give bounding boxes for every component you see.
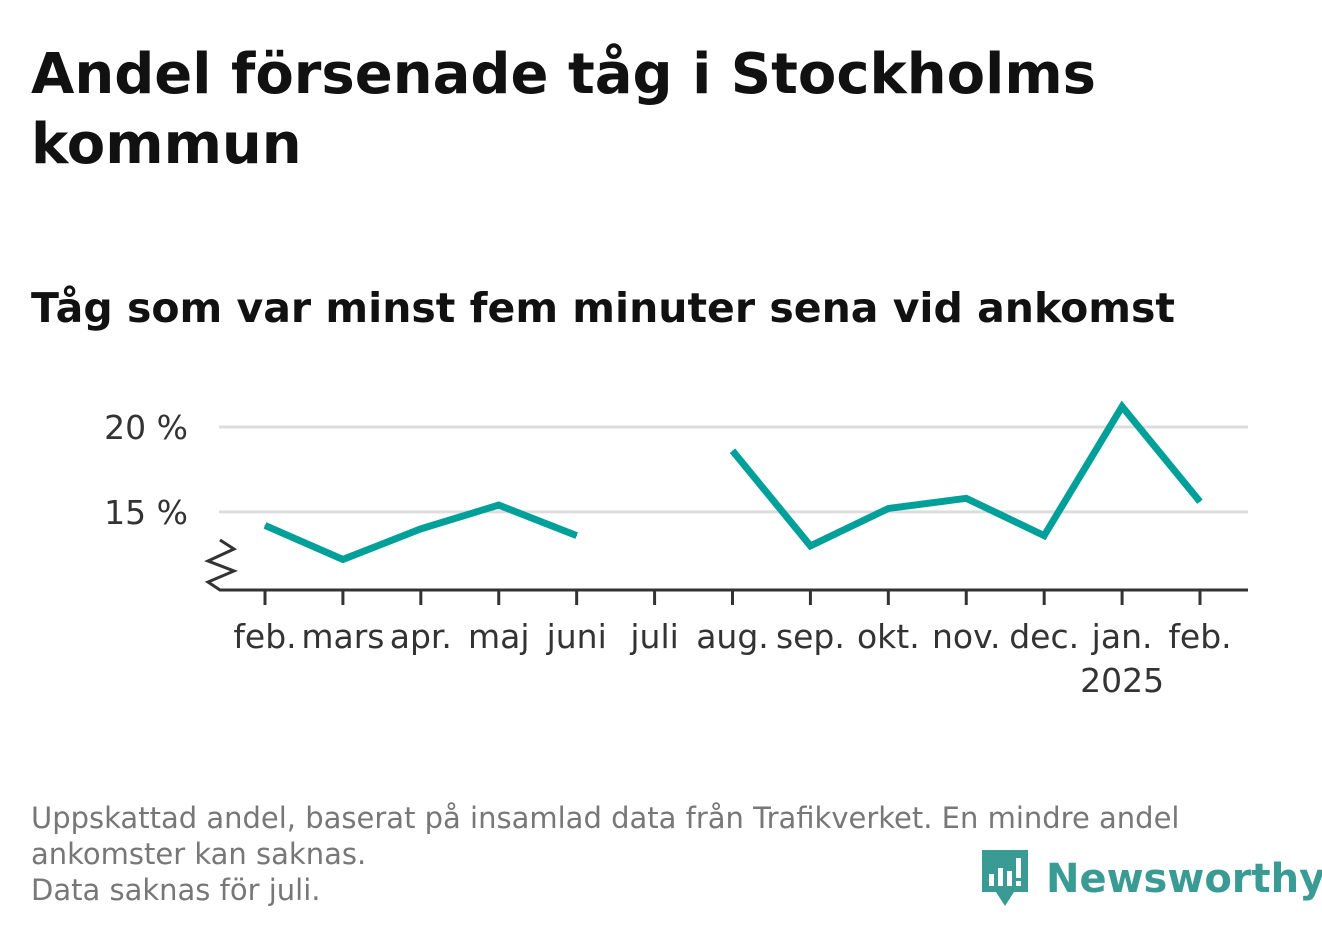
chart-subtitle: Tåg som var minst fem minuter sena vid a… — [31, 284, 1176, 332]
footnote-line-1: Uppskattad andel, baserat på insamlad da… — [31, 801, 1180, 835]
x-tick-label-8: okt. — [857, 617, 920, 656]
x-tick-label-0: feb. — [233, 617, 296, 656]
data-point-11 — [1121, 406, 1123, 408]
bar-chart-icon — [982, 850, 1028, 906]
data-point-3 — [498, 504, 500, 506]
x-tick-label-10: dec. — [1009, 617, 1079, 656]
y-tick-labels: 15 % 20 % — [104, 408, 188, 532]
x-tick-label-9: nov. — [932, 617, 1001, 656]
x-tick-label-6: aug. — [696, 617, 769, 656]
x-year-label: 2025 — [1080, 661, 1164, 700]
x-tick-label-5: juli — [629, 617, 678, 656]
x-tick-label-12: feb. — [1168, 617, 1231, 656]
data-point-12 — [1199, 501, 1201, 503]
data-point-8 — [887, 507, 889, 509]
data-point-7 — [809, 545, 811, 547]
x-tick-label-2: apr. — [390, 617, 452, 656]
data-point-4 — [576, 535, 578, 537]
data-point-10 — [1043, 535, 1045, 537]
footnote-line-2: ankomster kan saknas. — [31, 837, 367, 871]
footnote-line-3: Data saknas för juli. — [31, 873, 321, 907]
data-point-1 — [342, 558, 344, 560]
chart-title: Andel försenade tåg i Stockholms kommun — [31, 42, 1097, 177]
y-axis-break-icon — [204, 538, 239, 592]
x-tick-label-11: jan. — [1091, 617, 1153, 656]
x-tick-label-4: juni — [546, 617, 607, 656]
data-point-6 — [732, 450, 733, 452]
series-lines — [263, 400, 1203, 564]
x-tick-labels: feb. mars apr. maj juni juli aug. sep. okt. nov. d… — [233, 617, 1231, 700]
brand-name: Newsworthy — [1046, 856, 1322, 902]
x-tick-label-3: maj — [468, 617, 530, 656]
data-point-2 — [420, 528, 422, 530]
data-point-9 — [965, 497, 967, 499]
y-tick-label-1: 20 % — [104, 408, 188, 447]
brand-logo[interactable]: Newsworthy — [980, 848, 1322, 910]
x-tick-label-1: mars — [301, 617, 384, 656]
x-ticks — [263, 590, 1202, 605]
x-tick-label-7: sep. — [776, 617, 845, 656]
y-tick-label-0: 15 % — [104, 493, 188, 532]
data-point-0 — [264, 524, 266, 526]
gridlines — [219, 425, 1248, 514]
footnote: Uppskattad andel, baserat på insamlad da… — [31, 800, 1281, 908]
